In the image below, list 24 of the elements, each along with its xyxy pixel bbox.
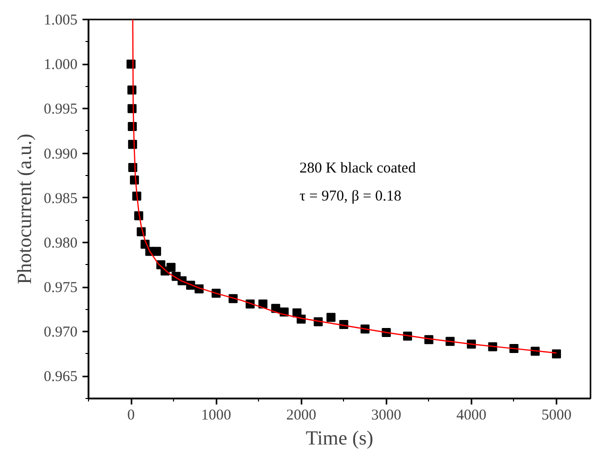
y-tick-label: 0.985 — [44, 190, 78, 207]
x-axis-title: Time (s) — [306, 428, 374, 450]
y-tick-label: 0.990 — [44, 146, 78, 162]
annotation: 280 K black coated — [300, 160, 416, 176]
point — [552, 349, 561, 358]
point — [326, 312, 336, 322]
x-tick-label: 1000 — [201, 408, 232, 424]
x-tick-label: 5000 — [541, 408, 572, 424]
y-tick-label: 0.965 — [44, 369, 78, 386]
point — [152, 246, 162, 256]
x-tick-label: 4000 — [456, 408, 486, 424]
y-tick-label: 1.005 — [44, 12, 78, 28]
y-tick-label: 1.000 — [44, 57, 78, 74]
point — [166, 262, 176, 272]
y-axis-title: Photocurrent (a.u.) — [14, 134, 36, 284]
y-tick-label: 0.995 — [44, 102, 78, 118]
x-tick-label: 3000 — [371, 408, 402, 424]
annotation: τ = 970, β = 0.18 — [300, 188, 402, 204]
y-tick-label: 0.975 — [44, 280, 78, 296]
y-tick-label: 0.980 — [44, 235, 78, 252]
y-tick-label: 0.970 — [44, 324, 78, 341]
x-tick-label: 2000 — [286, 408, 316, 424]
point — [258, 299, 268, 308]
x-tick-label: 0 — [127, 408, 135, 424]
